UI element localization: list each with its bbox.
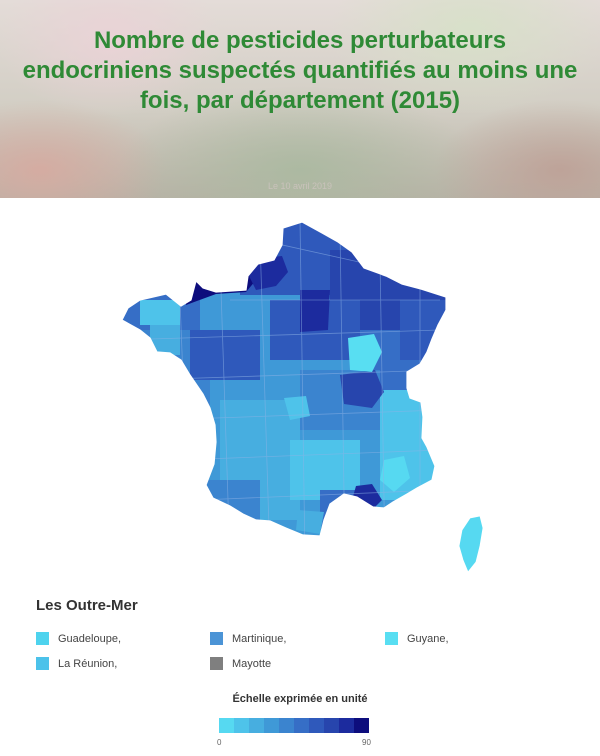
france-map [121,221,484,573]
outre-mer-title: Les Outre-Mer [36,597,138,614]
legend-swatch [219,718,234,733]
legend-swatch [324,718,339,733]
territory-label: Martinique, [232,632,287,645]
territory-swatch [36,657,49,670]
territory-label: La Réunion, [58,657,118,670]
corsica [458,515,484,573]
territory-martinique: Martinique, [210,632,286,645]
header-banner: Nombre de pesticides perturbateurs endoc… [0,0,600,198]
legend-swatch [279,718,294,733]
legend-max-label: 90 [362,738,371,747]
legend-swatch [294,718,309,733]
territory-swatch [36,632,49,645]
legend-swatch [309,718,324,733]
territory-mayotte: Mayotte [210,657,271,670]
legend-color-scale [219,718,369,733]
legend-swatch [354,718,369,733]
page-title: Nombre de pesticides perturbateurs endoc… [22,27,578,114]
territory-guyane: Guyane, [385,632,449,645]
legend-title: Échelle exprimée en unité [232,693,368,705]
territory-swatch [210,632,223,645]
territory-label: Guadeloupe, [58,632,121,645]
legend-swatch [339,718,354,733]
territory-label: Mayotte [232,657,272,670]
department-fill [122,222,446,536]
legend-swatch [249,718,264,733]
territory-guadeloupe: Guadeloupe, [36,632,121,645]
legend-min-label: 0 [217,738,222,747]
territory-la-reunion: La Réunion, [36,657,117,670]
publication-date: Le 10 avril 2019 [267,181,333,191]
territory-label: Guyane, [407,632,449,645]
legend-swatch [264,718,279,733]
legend-swatch [234,718,249,733]
territory-swatch [385,632,398,645]
territory-swatch [210,657,223,670]
